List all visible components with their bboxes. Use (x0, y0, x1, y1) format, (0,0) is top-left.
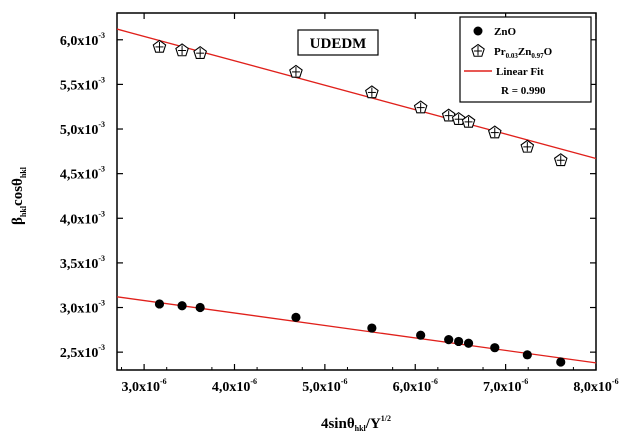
annotation-box (297, 29, 379, 56)
y-tick-label: 3,0x10-3 (60, 299, 105, 317)
point-przno (152, 39, 167, 53)
point-przno (289, 64, 303, 78)
legend-label-fit: Linear Fit (496, 66, 544, 78)
point-przno (175, 43, 189, 57)
y-tick-label: 4,5x10-3 (60, 165, 105, 183)
x-tick-label: 4,0x10-6 (212, 377, 257, 395)
point-zno (444, 335, 454, 345)
point-zno (367, 323, 377, 333)
legend-pentagon-shape (471, 43, 485, 57)
y-axis-title-cos: cosθ (10, 178, 26, 206)
legend-label-zno: ZnO (494, 26, 516, 38)
point-przno (487, 125, 502, 139)
axis-ticks: 3,0x10-6 4,0x10-6 5,0x10-6 6,0x10-6 7,0x10-6… (60, 13, 619, 395)
x-tick-label: 5,0x10-6 (302, 377, 347, 395)
legend-przno-zn: Zn (518, 46, 531, 58)
point-przno (365, 85, 379, 99)
x-tick-label: 3,0x10-6 (122, 377, 167, 395)
y-tick-label: 3,5x10-3 (60, 254, 105, 272)
point-zno (195, 302, 205, 313)
point-zno (490, 343, 500, 353)
point-przno (461, 114, 476, 128)
point-przno (413, 100, 428, 114)
annotation-text: UDEDM (310, 36, 367, 52)
legend-label-r: R = 0.990 (501, 85, 546, 97)
y-tick-label: 4,0x10-3 (60, 209, 105, 227)
point-zno (522, 350, 532, 360)
point-zno (416, 330, 426, 340)
data-points (152, 39, 568, 367)
y-tick-label: 6,0x10-3 (60, 31, 105, 49)
point-zno (454, 336, 464, 347)
point-zno (291, 312, 301, 322)
x-axis-title: 4sinθhkl/Y1/2 (321, 414, 391, 433)
legend-marker-przno (471, 43, 485, 57)
x-axis-title-sub: hkl (355, 424, 367, 433)
x-tick-label: 8,0x10-6 (573, 377, 618, 395)
legend-marker-zno (473, 26, 483, 36)
legend-przno-pr: Pr (494, 46, 506, 58)
point-zno (154, 299, 165, 309)
point-przno (520, 139, 535, 153)
x-tick-label: 6,0x10-6 (393, 377, 438, 395)
y-tick-label: 5,5x10-3 (60, 75, 105, 93)
point-zno (177, 301, 187, 311)
point-zno (463, 338, 474, 348)
x-tick-label: 7,0x10-6 (483, 377, 528, 395)
point-przno (441, 108, 456, 122)
y-tick-label: 5,0x10-3 (60, 120, 105, 138)
x-axis-title-rest: /Y (365, 416, 381, 432)
point-przno (193, 45, 207, 59)
y-axis-title: βhklcosθhkl (10, 166, 28, 225)
legend-przno-sub2: 0.97 (531, 52, 544, 60)
y-axis-title-cos-sub: hkl (19, 166, 28, 178)
legend: ZnO Pr0.03Zn0.97O Linear Fit R = 0.990 (459, 16, 592, 103)
y-tick-label: 2,5x10-3 (60, 343, 105, 361)
legend-przno-o: O (544, 46, 553, 58)
point-przno (553, 153, 568, 167)
point-zno (556, 357, 566, 367)
x-axis-title-sup: 1/2 (381, 414, 391, 423)
point-przno (451, 112, 466, 126)
legend-przno-sub1: 0.03 (506, 52, 519, 60)
legend-label-przno: Pr0.03Zn0.97O (494, 46, 553, 60)
y-axis-title-beta-sub: hkl (19, 205, 28, 217)
x-axis-title-main: 4sinθ (321, 416, 355, 432)
y-axis-title-beta: β (10, 217, 26, 225)
